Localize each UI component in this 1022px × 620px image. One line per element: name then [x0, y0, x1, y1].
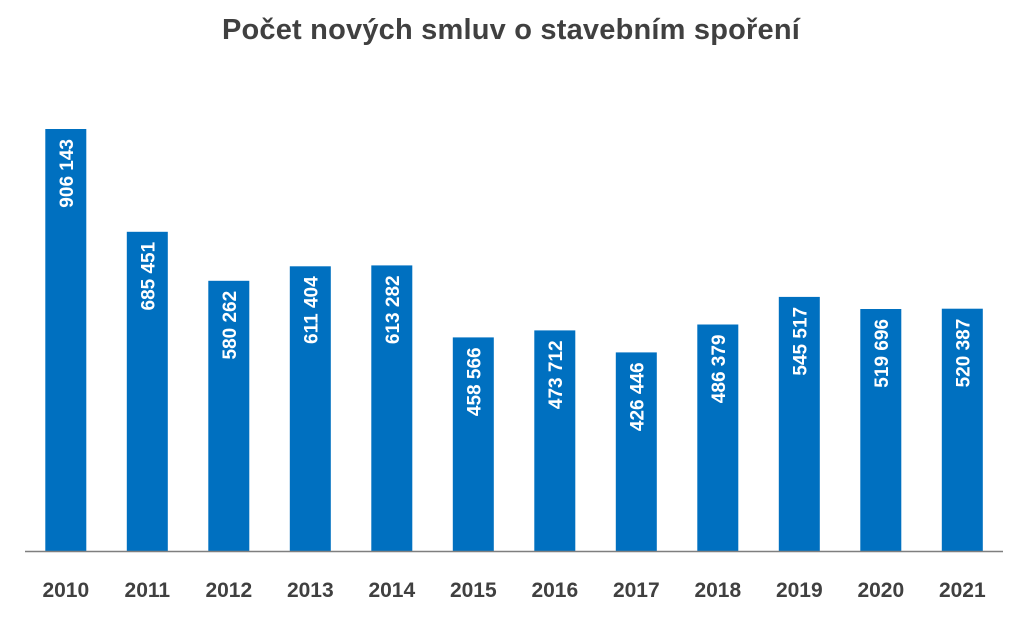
- data-label-2019: 545 517: [790, 307, 811, 376]
- x-tick-2019: 2019: [776, 579, 823, 602]
- x-tick-2014: 2014: [368, 579, 415, 602]
- data-label-2021: 520 387: [953, 319, 974, 388]
- bar-2010: [45, 129, 87, 551]
- bar-2019: [778, 296, 820, 551]
- bar-2021: [941, 308, 983, 551]
- x-tick-2021: 2021: [939, 579, 986, 602]
- x-tick-2010: 2010: [42, 579, 89, 602]
- bar-2015: [452, 337, 494, 551]
- x-tick-2018: 2018: [694, 579, 741, 602]
- x-tick-2011: 2011: [125, 579, 171, 602]
- bar-2011: [126, 231, 168, 552]
- data-label-2014: 613 282: [383, 275, 404, 344]
- x-tick-2020: 2020: [857, 579, 904, 602]
- x-tick-2013: 2013: [287, 579, 334, 602]
- bar-2014: [371, 265, 413, 551]
- data-label-2013: 611 404: [301, 276, 322, 344]
- bar-2018: [697, 324, 739, 551]
- chart-title: Počet nových smluv o stavebním spoření: [221, 14, 801, 46]
- data-label-2015: 458 566: [464, 347, 485, 416]
- data-label-2017: 426 446: [627, 362, 648, 431]
- data-label-2011: 685 451: [138, 241, 159, 310]
- x-tick-2017: 2017: [613, 579, 660, 602]
- data-label-2016: 473 712: [546, 340, 567, 409]
- bar-2013: [289, 266, 331, 551]
- x-tick-2016: 2016: [531, 579, 578, 602]
- bar-2020: [860, 309, 902, 551]
- data-label-2010: 906 143: [57, 139, 78, 208]
- x-tick-2012: 2012: [205, 579, 252, 602]
- data-label-2018: 486 379: [709, 335, 730, 404]
- data-label-2020: 519 696: [872, 319, 893, 388]
- x-tick-2015: 2015: [450, 579, 497, 602]
- bar-2012: [208, 280, 250, 551]
- bar-2016: [534, 330, 576, 551]
- bar-2017: [615, 352, 657, 551]
- data-label-2012: 580 262: [220, 291, 241, 360]
